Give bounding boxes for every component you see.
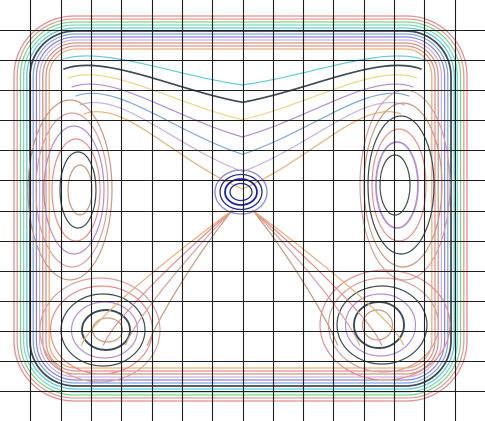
contour-center-ellipse — [219, 173, 263, 211]
contour-bottom-left-lobe — [91, 317, 124, 343]
contour-center-ellipse — [224, 178, 258, 206]
contour-outer-ring — [26, 27, 455, 390]
contour-upper-v — [71, 83, 414, 138]
contour-outer-ring — [42, 42, 439, 375]
contour-bottom-right-lobe — [361, 309, 394, 341]
contour-outer-ring — [45, 45, 436, 372]
contour-bottom-left-lobe — [39, 277, 161, 383]
contour-upper-v — [59, 55, 426, 86]
contour-left-lobe — [59, 151, 97, 229]
contour-outer-ring — [38, 39, 443, 378]
contour-left-lobe — [67, 164, 93, 216]
contour-upper-v — [75, 92, 410, 155]
contour-bottom-right-lobe — [319, 269, 451, 381]
contour-outer-ring — [32, 33, 449, 384]
contour-bottom-right-lobe — [344, 293, 417, 357]
contour-bottom-right-lobe — [336, 285, 428, 365]
contour-center-ellipse — [229, 182, 253, 202]
contour-right-lobe — [359, 89, 451, 281]
contour-outer-ring — [13, 15, 468, 402]
contour-upper-v — [67, 74, 418, 121]
contour-lower-fan — [146, 209, 339, 346]
contour-center-ellipse — [214, 169, 268, 215]
contour-left-lobe — [27, 99, 113, 281]
contour-outer-ring — [16, 18, 465, 399]
contour-upper-v — [83, 111, 402, 190]
contour-bottom-left-lobe — [60, 293, 146, 367]
contour-left-lobe — [43, 125, 105, 255]
contour-left-lobe — [35, 112, 109, 268]
contour-right-lobe — [375, 141, 419, 229]
contour-lower-fan — [80, 209, 405, 346]
contour-bottom-right-lobe — [353, 301, 405, 349]
contour-outer-ring — [19, 21, 462, 396]
contours-layer — [13, 15, 468, 402]
contour-right-lobe — [367, 115, 435, 255]
contour-left-lobe — [51, 138, 101, 242]
contour-outer-ring — [35, 36, 446, 381]
contour-lower-fan — [124, 209, 361, 346]
contour-bottom-left-lobe — [81, 309, 131, 351]
contour-upper-v — [63, 64, 422, 104]
